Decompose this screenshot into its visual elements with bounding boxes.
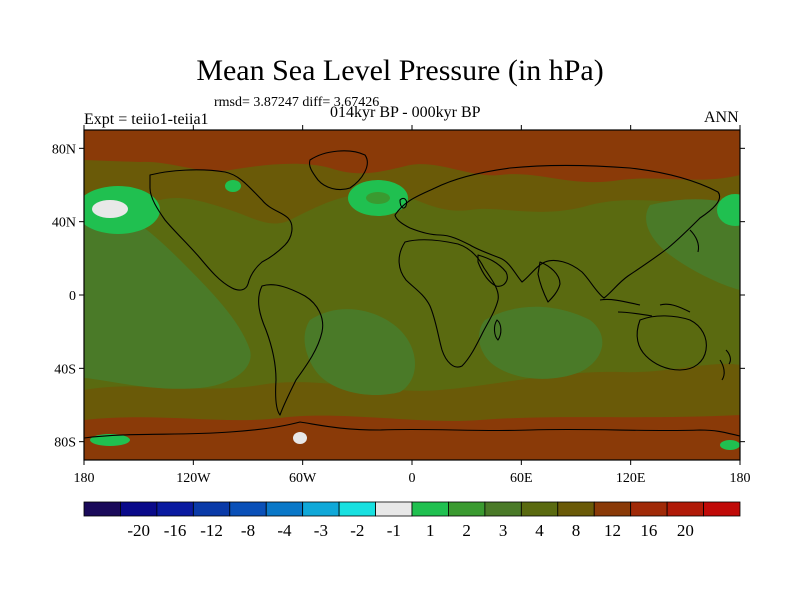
colorbar-swatch [593,501,632,517]
field-region-npac-east [717,194,740,226]
field-region-n-pacific-e [646,199,740,290]
coast-indonesia [599,298,691,317]
field-region-natl-core [366,192,390,204]
colorbar-swatch [484,501,522,517]
field-region-indian [478,306,603,379]
coast-new-zealand [719,349,731,381]
colorbar-swatch [120,501,158,517]
colorbar: -20 -16 -12 -8 -4 -3 -2 -1 1 2 3 4 8 12 16 20 [83,501,741,540]
colorbar-swatch [375,501,413,517]
colorbar-swatch [411,501,449,517]
coast-africa [398,239,499,368]
colorbar-label: -2 [350,521,364,540]
colorbar-label: -12 [200,521,223,540]
colorbar-label: 3 [499,521,508,540]
lon-tick-label: 60E [510,471,533,486]
colorbar-swatch [229,501,267,517]
colorbar-label: 16 [640,521,657,540]
pressure-field [84,130,740,460]
colorbar-label: 12 [604,521,621,540]
coast-antarctica [84,421,740,439]
field-region-s-atlantic [304,309,415,396]
field-region-arctic-spot [225,180,241,192]
colorbar-swatch [666,501,704,517]
colorbar-swatch [338,501,376,517]
colorbar-swatch [156,501,194,517]
colorbar-label: -3 [314,521,328,540]
colorbar-swatch [265,501,304,517]
coast-eurasia [394,164,720,299]
colorbar-label: -16 [164,521,187,540]
lon-tick-label: 180 [74,471,95,486]
lon-tick-label: 120W [176,471,211,486]
colorbar-swatch [630,501,668,517]
lat-tick-label: 80S [54,436,76,451]
lat-tick-label: 80N [52,142,76,157]
colorbar-label: 4 [535,521,544,540]
coast-japan [689,229,700,253]
colorbar-swatch [192,501,231,517]
coastlines [84,150,740,439]
field-region-pacific [84,200,251,389]
period-label: 014kyr BP - 000kyr BP [330,104,481,121]
coast-south-america [258,284,324,416]
coast-australia [636,315,707,371]
colorbar-label: 1 [426,521,435,540]
colorbar-label: 8 [572,521,581,540]
field-region-south-spot3 [720,440,740,450]
field-region-arctic-strong [84,130,740,183]
colorbar-swatch [83,501,121,517]
lon-tick-label: 60W [289,471,317,486]
lon-tick-label: 180 [730,471,751,486]
coast-madagascar [493,319,502,341]
colorbar-swatch [448,501,486,517]
colorbar-label: -8 [241,521,255,540]
lat-tick-label: 40N [52,216,76,231]
colorbar-label: 2 [462,521,471,540]
lat-tick-label: 40S [54,362,76,377]
lon-tick-label: 0 [409,471,416,486]
coast-india [537,261,561,303]
field-region-south-spot1 [90,434,130,446]
colorbar-swatch [557,501,595,517]
field-region-antarctic [84,415,740,460]
lat-tick-label: 0 [69,289,76,304]
colorbar-label: -20 [127,521,150,540]
colorbar-label: -4 [277,521,292,540]
lon-axis: 180 120W 60W 0 60E 120E 180 [74,125,751,486]
field-region-south-spot2 [293,432,307,444]
coast-north-america [149,169,293,291]
stats-label: rmsd= 3.87247 diff= 3.67426 [214,95,380,110]
coast-arabia [477,254,508,287]
coast-greenland [308,150,368,191]
colorbar-swatch [520,501,559,517]
colorbar-label: 20 [677,521,694,540]
season-label: ANN [704,109,739,126]
chart-title: Mean Sea Level Pressure (in hPa) [196,54,604,87]
field-region-npac-core [92,200,128,218]
experiment-label: Expt = teiio1-teiia1 [84,111,209,128]
colorbar-swatch [302,501,340,517]
colorbar-swatch [703,501,741,517]
lat-axis: 80N 40N 0 40S 80S [52,142,745,451]
colorbar-label: -1 [387,521,401,540]
coast-uk [399,197,408,209]
lon-tick-label: 120E [616,471,646,486]
